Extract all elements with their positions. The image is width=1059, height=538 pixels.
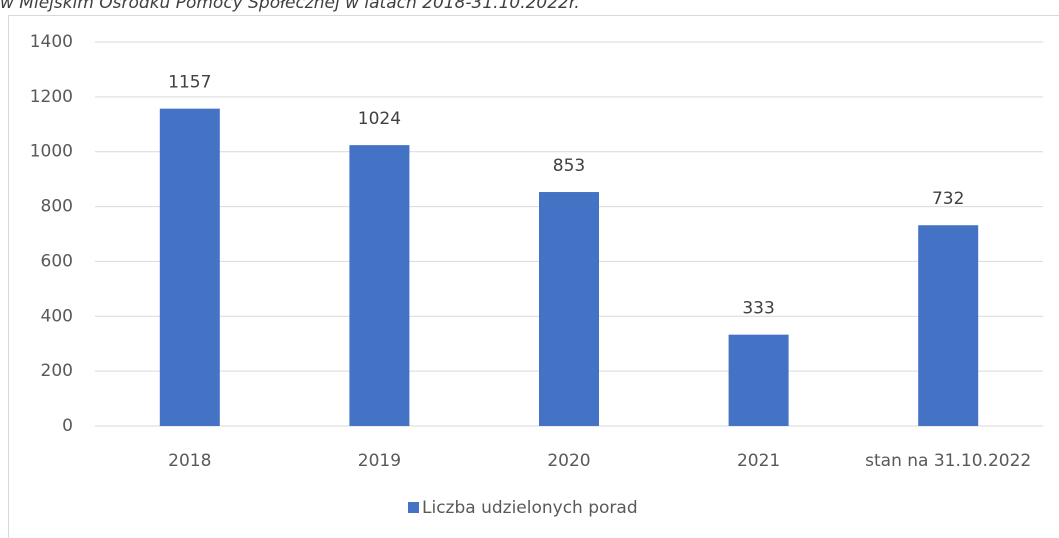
bar [159,108,220,426]
bar [349,145,410,427]
x-tick-label: 2019 [358,451,401,471]
y-tick-label: 1400 [30,32,73,52]
y-tick-label: 400 [41,306,73,326]
data-label: 853 [553,156,585,176]
data-label: 1024 [358,109,401,129]
y-tick-label: 600 [41,251,73,271]
legend-swatch [408,502,419,513]
y-tick-label: 0 [62,416,73,436]
y-tick-label: 1000 [30,142,73,162]
x-tick-label: 2018 [168,451,211,471]
y-tick-label: 200 [41,361,73,381]
bar [918,225,979,426]
y-tick-label: 800 [41,197,73,217]
data-label: 732 [932,189,964,209]
chart-title: w Miejskim Ośrodku Pomocy Społecznej w l… [0,0,580,13]
bar [728,334,789,426]
x-tick-label: 2021 [737,451,780,471]
data-label: 333 [742,299,774,319]
legend-label: Liczba udzielonych porad [422,498,638,518]
bar [539,192,599,426]
x-tick-label: 2020 [547,451,590,471]
chart-border [8,15,1059,538]
y-tick-label: 1200 [30,87,73,107]
x-tick-label: stan na 31.10.2022 [865,451,1031,471]
data-label: 1157 [168,73,211,93]
